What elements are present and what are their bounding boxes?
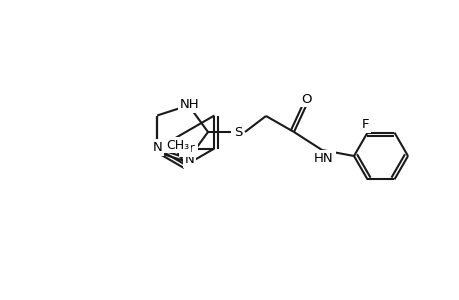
Text: HN: HN: [313, 152, 333, 164]
Text: CH₃: CH₃: [166, 139, 189, 152]
Text: Br: Br: [181, 142, 195, 155]
Text: O: O: [301, 92, 312, 106]
Text: NH: NH: [179, 98, 199, 111]
Text: N: N: [152, 141, 162, 154]
Text: S: S: [233, 125, 241, 139]
Text: F: F: [361, 118, 369, 131]
Text: N: N: [185, 153, 194, 166]
